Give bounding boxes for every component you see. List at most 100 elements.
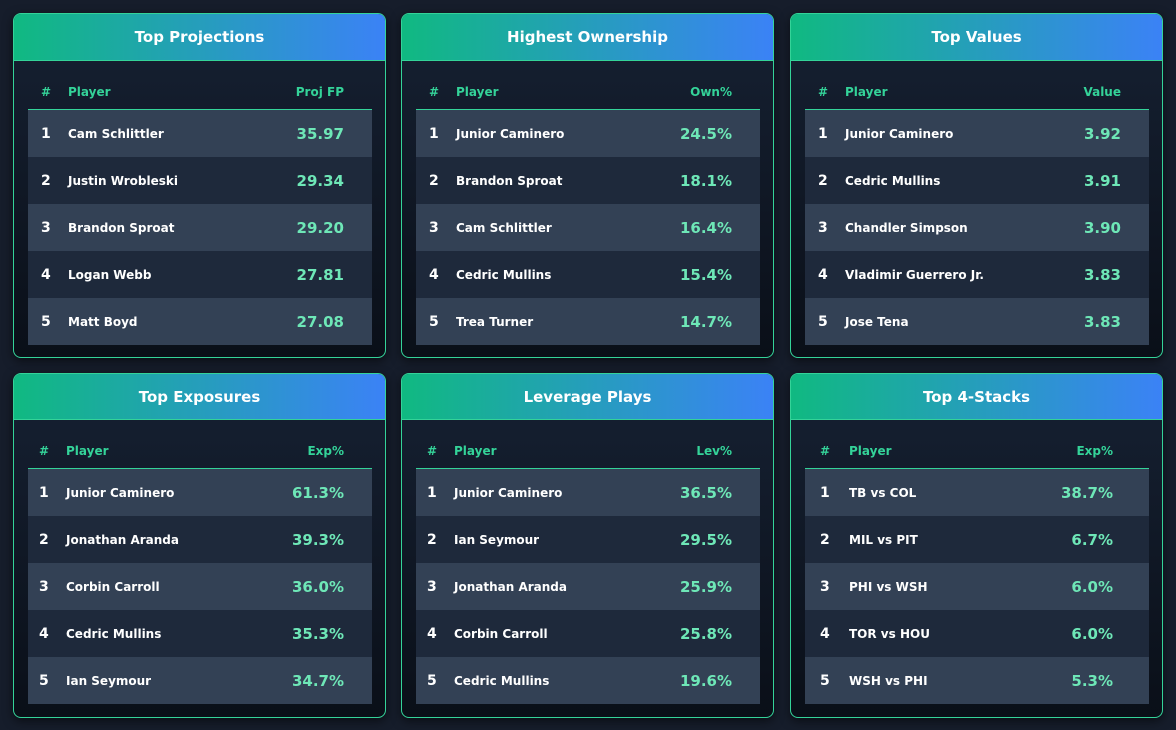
- value-header: Exp%: [1076, 444, 1113, 458]
- player-name: Vladimir Guerrero Jr.: [845, 267, 984, 282]
- table-header: # Player Value: [805, 75, 1149, 110]
- player-name: Jose Tena: [845, 314, 909, 329]
- player-name: Logan Webb: [68, 267, 152, 282]
- player-header: Player: [454, 444, 497, 458]
- table-row: 2 Ian Seymour 29.5%: [416, 516, 760, 563]
- value-header: Lev%: [696, 444, 732, 458]
- table-row: 3 PHI vs WSH 6.0%: [805, 563, 1149, 610]
- rank-cell: 3: [429, 219, 439, 236]
- table-row: 3 Corbin Carroll 36.0%: [28, 563, 372, 610]
- player-name: Corbin Carroll: [66, 579, 160, 594]
- stat-value: 36.5%: [679, 483, 732, 502]
- rank-cell: 1: [820, 484, 830, 501]
- player-name: Trea Turner: [456, 314, 534, 329]
- stat-value: 35.3%: [291, 624, 344, 643]
- player-name: Junior Caminero: [66, 485, 175, 500]
- player-name: Brandon Sproat: [456, 173, 563, 188]
- stat-value: 3.83: [1083, 265, 1121, 284]
- table-row: 4 Cedric Mullins 15.4%: [416, 251, 760, 298]
- rank-header: #: [818, 85, 829, 99]
- table-body: 1 Junior Caminero 36.5% 2 Ian Seymour 29.5% 3 J…: [416, 469, 760, 704]
- player-name: Cedric Mullins: [456, 267, 552, 282]
- panel-title: Top Projections: [14, 14, 385, 61]
- top-exposures-panel: Top Exposures # Player Exp% 1 Junior Caminero…: [13, 373, 386, 718]
- player-name: Junior Caminero: [456, 126, 565, 141]
- table-body: 1 Cam Schlittler 35.97 2 Justin Wrobleski 29.…: [28, 110, 372, 345]
- leaderboard-table: # Player Proj FP 1 Cam Schlittler 35.97 2 Justi…: [28, 75, 372, 345]
- table-row: 2 Jonathan Aranda 39.3%: [28, 516, 372, 563]
- stat-value: 19.6%: [679, 671, 732, 690]
- table-header: # Player Exp%: [805, 434, 1149, 469]
- table-row: 5 Ian Seymour 34.7%: [28, 657, 372, 704]
- table-row: 4 Cedric Mullins 35.3%: [28, 610, 372, 657]
- stat-value: 29.20: [296, 218, 344, 237]
- stat-value: 3.91: [1083, 171, 1121, 190]
- table-body: 1 Junior Caminero 24.5% 2 Brandon Sproat 18.1…: [416, 110, 760, 345]
- rank-cell: 5: [820, 672, 830, 689]
- stat-value: 5.3%: [1071, 671, 1113, 690]
- top-4-stacks-panel: Top 4-Stacks # Player Exp% 1 TB vs COL 38.7% 2 M…: [790, 373, 1163, 718]
- stat-value: 18.1%: [679, 171, 732, 190]
- stat-value: 25.9%: [679, 577, 732, 596]
- leaderboard-table: # Player Own% 1 Junior Caminero 24.5% 2 Brandon…: [416, 75, 760, 345]
- stat-value: 14.7%: [679, 312, 732, 331]
- table-row: 2 Cedric Mullins 3.91: [805, 157, 1149, 204]
- player-name: Matt Boyd: [68, 314, 138, 329]
- stat-value: 16.4%: [679, 218, 732, 237]
- player-name: PHI vs WSH: [849, 579, 928, 594]
- player-name: Ian Seymour: [454, 532, 540, 547]
- stat-value: 6.0%: [1071, 577, 1113, 596]
- table-row: 1 Cam Schlittler 35.97: [28, 110, 372, 157]
- table-header: # Player Own%: [416, 75, 760, 110]
- table-row: 4 Vladimir Guerrero Jr. 3.83: [805, 251, 1149, 298]
- stat-value: 35.97: [296, 124, 344, 143]
- table-body: 1 Junior Caminero 3.92 2 Cedric Mullins 3.91 3…: [805, 110, 1149, 345]
- player-name: Cedric Mullins: [66, 626, 162, 641]
- table-row: 4 TOR vs HOU 6.0%: [805, 610, 1149, 657]
- player-header: Player: [66, 444, 109, 458]
- value-header: Own%: [690, 85, 732, 99]
- table-row: 2 Justin Wrobleski 29.34: [28, 157, 372, 204]
- top-values-panel: Top Values # Player Value 1 Junior Caminero 3.…: [790, 13, 1163, 358]
- rank-cell: 2: [429, 172, 439, 189]
- table-header: # Player Exp%: [28, 434, 372, 469]
- player-name: Corbin Carroll: [454, 626, 548, 641]
- rank-header: #: [41, 85, 52, 99]
- rank-cell: 4: [427, 625, 437, 642]
- leaderboard-table: # Player Exp% 1 TB vs COL 38.7% 2 MIL vs PIT 6.7…: [805, 434, 1149, 704]
- stat-value: 25.8%: [679, 624, 732, 643]
- player-name: Ian Seymour: [66, 673, 152, 688]
- stat-value: 6.7%: [1071, 530, 1113, 549]
- table-row: 5 Matt Boyd 27.08: [28, 298, 372, 345]
- rank-cell: 5: [41, 313, 51, 330]
- rank-cell: 4: [429, 266, 439, 283]
- player-header: Player: [456, 85, 499, 99]
- panel-title: Leverage Plays: [402, 374, 773, 420]
- leaderboard-table: # Player Value 1 Junior Caminero 3.92 2 Cedric …: [805, 75, 1149, 345]
- stat-value: 29.5%: [679, 530, 732, 549]
- value-header: Proj FP: [295, 85, 344, 99]
- panel-title: Top Values: [791, 14, 1162, 61]
- rank-cell: 2: [41, 172, 51, 189]
- stat-value: 27.81: [296, 265, 344, 284]
- stat-value: 29.34: [296, 171, 344, 190]
- leaderboard-table: # Player Exp% 1 Junior Caminero 61.3% 2 Jonatha…: [28, 434, 372, 704]
- player-name: Chandler Simpson: [845, 220, 968, 235]
- rank-header: #: [427, 444, 438, 458]
- highest-ownership-panel: Highest Ownership # Player Own% 1 Junior Cami…: [401, 13, 774, 358]
- rank-cell: 3: [818, 219, 828, 236]
- table-row: 5 WSH vs PHI 5.3%: [805, 657, 1149, 704]
- stat-value: 27.08: [296, 312, 344, 331]
- stat-value: 6.0%: [1071, 624, 1113, 643]
- rank-cell: 3: [820, 578, 830, 595]
- player-header: Player: [845, 85, 888, 99]
- stat-value: 61.3%: [291, 483, 344, 502]
- rank-cell: 1: [429, 125, 439, 142]
- stat-value: 39.3%: [291, 530, 344, 549]
- table-row: 1 Junior Caminero 36.5%: [416, 469, 760, 516]
- player-name: TB vs COL: [849, 485, 917, 500]
- value-header: Exp%: [307, 444, 344, 458]
- player-name: WSH vs PHI: [849, 673, 928, 688]
- panel-title: Top Exposures: [14, 374, 385, 420]
- table-header: # Player Lev%: [416, 434, 760, 469]
